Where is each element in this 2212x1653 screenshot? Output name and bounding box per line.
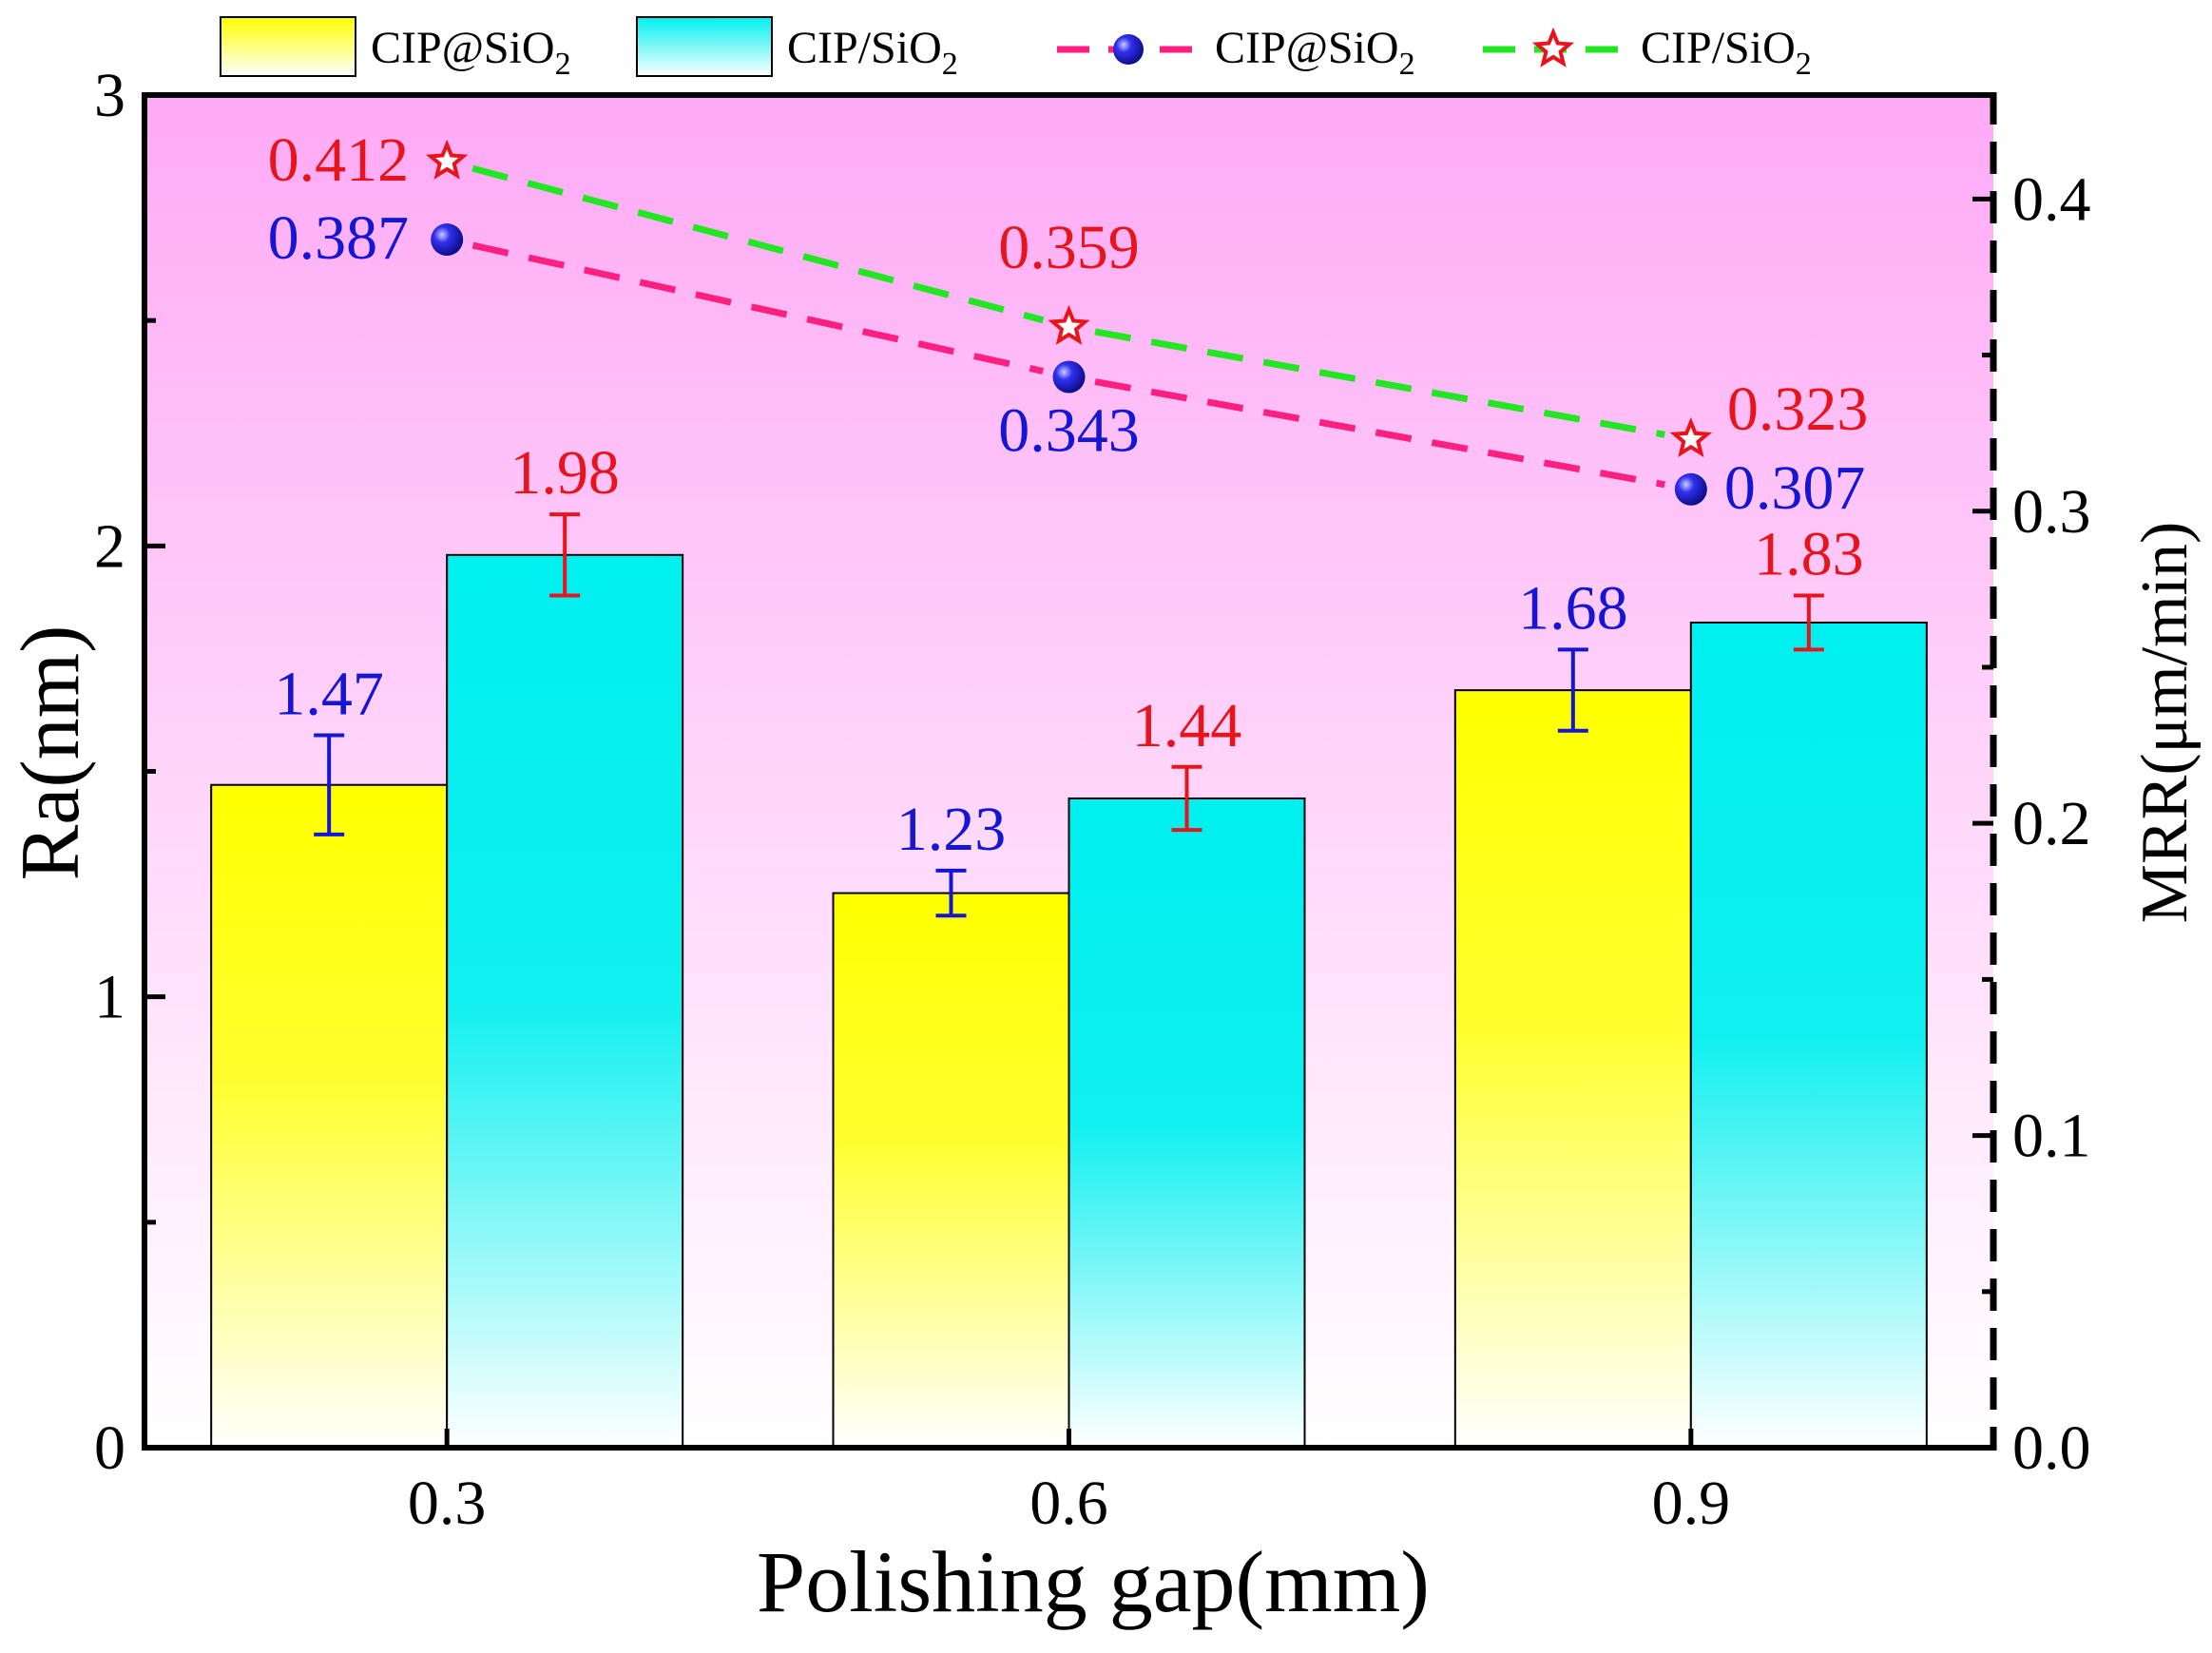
y-left-tick-label-2: 2 — [94, 511, 125, 581]
y-right-tick-label-0.4: 0.4 — [2012, 164, 2091, 234]
marker-sphere-0.3 — [431, 223, 464, 257]
x-axis-title: Polishing gap(mm) — [757, 1533, 1430, 1630]
y-right-tick-label-0.0: 0.0 — [2012, 1413, 2091, 1483]
lines-layer — [471, 164, 1665, 489]
legend-marker-star — [1531, 27, 1575, 67]
line-series-2 — [471, 164, 1665, 438]
y-axis-left-title: Ra(nm) — [5, 625, 97, 881]
marker-star-0.9 — [1669, 416, 1713, 458]
y-axis-right-title: MRR(μm/min) — [2128, 522, 2202, 924]
bar-1-0.3 — [210, 783, 449, 1449]
y-left-tick-label-1: 1 — [94, 963, 125, 1032]
line-value-label-1-0.3: 0.387 — [268, 203, 410, 273]
bar-value-label-1-0.3: 1.47 — [274, 660, 384, 729]
bar-2-0.9 — [1689, 621, 1928, 1449]
line-value-label-1-0.9: 0.307 — [1724, 453, 1866, 523]
bar-value-label-2-0.6: 1.44 — [1132, 691, 1242, 760]
line-value-label-2-0.3: 0.412 — [268, 125, 410, 195]
y-right-tick-label-0.3: 0.3 — [2012, 477, 2091, 547]
line-value-label-1-0.6: 0.343 — [998, 396, 1140, 466]
line-series-1 — [471, 241, 1665, 489]
error-bars-layer — [314, 512, 1824, 918]
x-tick-label-0.3: 0.3 — [408, 1469, 487, 1538]
bar-value-label-2-0.9: 1.83 — [1754, 520, 1864, 589]
line-value-label-2-0.6: 0.359 — [998, 213, 1140, 282]
bar-2-0.6 — [1068, 797, 1306, 1449]
legend-label-line-1: CIP@SiO2 — [1215, 23, 1415, 82]
y-right-tick-label-0.2: 0.2 — [2012, 789, 2091, 858]
legend-marker-sphere — [1113, 34, 1144, 65]
bar-1-0.6 — [832, 892, 1070, 1449]
bar-value-label-1-0.9: 1.68 — [1518, 573, 1628, 643]
axes-layer: 0 1 2 3 0.0 0.1 0.2 0.3 0.4 0.3 0.6 0.9 — [94, 61, 2091, 1538]
legend-label-line-2: CIP/SiO2 — [1641, 23, 1812, 82]
marker-sphere-0.6 — [1052, 360, 1086, 394]
marker-star-0.3 — [425, 139, 469, 180]
markers-layer — [425, 139, 1713, 506]
line-value-label-2-0.9: 0.323 — [1727, 375, 1869, 444]
bar-value-label-1-0.6: 1.23 — [896, 795, 1007, 864]
legend-label-bar-2: CIP/SiO2 — [787, 23, 958, 82]
marker-star-0.6 — [1048, 304, 1090, 345]
legend-label-bar-1: CIP@SiO2 — [371, 23, 571, 82]
x-tick-label-0.6: 0.6 — [1029, 1469, 1108, 1538]
legend-swatch-bar-2 — [636, 16, 773, 77]
bar-2-0.3 — [446, 553, 684, 1449]
y-left-tick-label-0: 0 — [94, 1413, 125, 1483]
labels-layer: 1.47 1.23 1.68 1.98 1.44 1.83 0.387 0.343 0.307 0… — [268, 125, 1869, 864]
bar-value-label-2-0.3: 1.98 — [510, 438, 620, 508]
bars-layer — [210, 553, 1928, 1449]
y-left-tick-label-3: 3 — [94, 61, 125, 130]
y-right-tick-label-0.1: 0.1 — [2012, 1102, 2091, 1171]
marker-sphere-0.9 — [1674, 472, 1707, 506]
legend: CIP@SiO2 CIP/SiO2 CIP@SiO2 CIP/SiO2 — [220, 16, 1812, 82]
x-tick-label-0.9: 0.9 — [1652, 1469, 1731, 1538]
legend-swatch-bar-1 — [220, 16, 356, 77]
bar-1-0.9 — [1453, 689, 1692, 1449]
